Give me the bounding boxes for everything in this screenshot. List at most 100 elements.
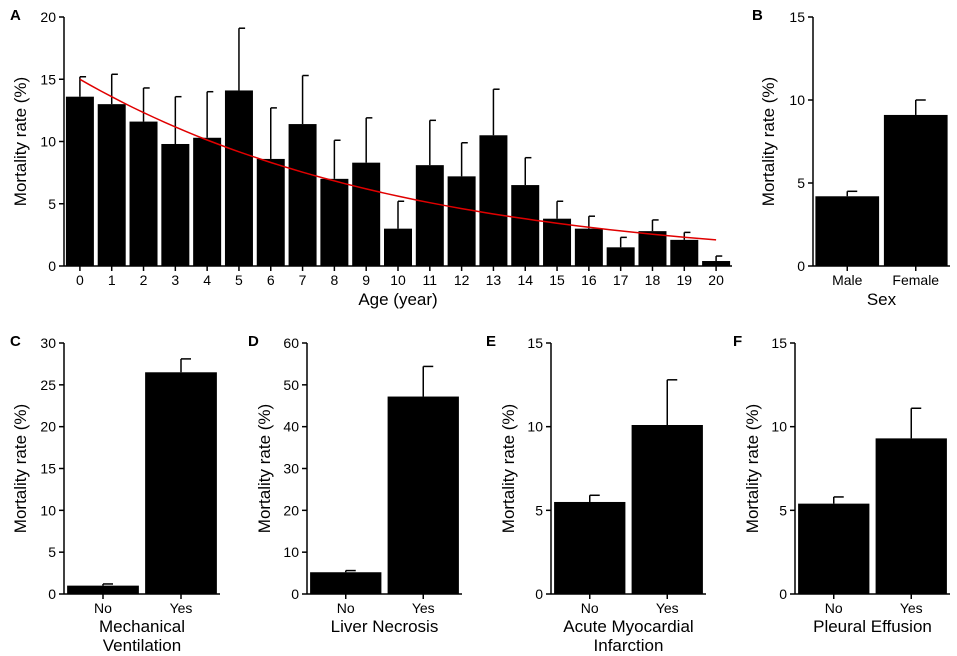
y-tick-label: 15 (40, 461, 56, 477)
bar-a-10 (384, 228, 412, 266)
bar-a-16 (574, 228, 603, 266)
x-tick-label: 0 (76, 272, 84, 288)
panel-label: D (248, 333, 259, 350)
x-tick-label: 6 (267, 272, 275, 288)
x-tick-label: 2 (140, 272, 148, 288)
bar-a-15 (543, 218, 572, 266)
bar-a-20 (702, 261, 731, 266)
bar-a-9 (352, 162, 381, 266)
bar-a-8 (320, 178, 349, 266)
x-tick-label: 14 (517, 272, 533, 288)
y-tick-label: 10 (40, 502, 56, 518)
bar-d-no (310, 572, 382, 594)
y-tick-label: 30 (40, 335, 56, 351)
y-tick-label: 15 (40, 71, 56, 87)
x-tick-label: No (825, 600, 843, 616)
y-tick-label: 10 (283, 544, 299, 560)
x-axis-title: Age (year) (358, 290, 437, 309)
x-axis-title: Sex (867, 290, 897, 309)
panel-label: A (10, 7, 21, 24)
panel-label: C (10, 333, 21, 350)
x-tick-label: 13 (486, 272, 502, 288)
x-tick-label: Yes (170, 600, 193, 616)
x-tick-label: 7 (299, 272, 307, 288)
y-tick-label: 15 (789, 9, 805, 25)
x-tick-label: 18 (645, 272, 661, 288)
x-axis-title: Ventilation (103, 636, 181, 655)
x-tick-label: 19 (676, 272, 692, 288)
bar-a-18 (638, 231, 667, 266)
bar-a-12 (447, 176, 476, 266)
bar-a-14 (511, 185, 540, 266)
y-axis-title: Mortality rate (%) (255, 404, 274, 533)
x-tick-label: 8 (330, 272, 338, 288)
y-axis-title: Mortality rate (%) (11, 404, 30, 533)
x-tick-label: 12 (454, 272, 470, 288)
x-tick-label: 16 (581, 272, 597, 288)
y-tick-label: 10 (527, 419, 543, 435)
y-tick-label: 40 (283, 419, 299, 435)
bar-f-yes (875, 438, 947, 594)
bar-a-2 (129, 121, 158, 266)
y-tick-label: 10 (40, 134, 56, 150)
y-axis-title: Mortality rate (%) (759, 77, 778, 206)
y-tick-label: 10 (771, 419, 787, 435)
bar-d-yes (387, 396, 459, 594)
x-axis-title: Acute Myocardial (563, 617, 693, 636)
x-tick-label: Yes (656, 600, 679, 616)
y-tick-label: 25 (40, 377, 56, 393)
y-tick-label: 5 (48, 196, 56, 212)
y-tick-label: 60 (283, 335, 299, 351)
panel-label: B (752, 7, 763, 24)
bar-a-5 (224, 90, 253, 266)
panel-e: E 0 5 10 15 No Yes Mortality rate (%) Acute Myoc… (486, 333, 706, 655)
bar-f-no (798, 503, 870, 594)
y-tick-label: 20 (40, 9, 56, 25)
bar-a-1 (97, 104, 126, 267)
panel-label: E (486, 333, 496, 350)
y-tick-label: 5 (779, 502, 787, 518)
panel-d: D 0 10 20 30 40 50 60 No Yes Mortality rate (%) Liv… (248, 333, 462, 636)
y-axis-title: Mortality rate (%) (11, 77, 30, 206)
bar-e-yes (631, 424, 703, 594)
bar-c-yes (145, 372, 217, 594)
bar-c-no (67, 585, 139, 594)
x-tick-label: 3 (171, 272, 179, 288)
bar-a-0 (65, 96, 94, 267)
bar-a-6 (256, 158, 285, 266)
bar-a-13 (479, 135, 508, 266)
x-axis-title: Infarction (594, 636, 664, 655)
bar-a-7 (288, 124, 317, 266)
bar-a-19 (670, 239, 699, 266)
x-tick-label: 1 (108, 272, 116, 288)
x-axis-title: Pleural Effusion (813, 617, 932, 636)
y-tick-label: 15 (771, 335, 787, 351)
y-axis-title: Mortality rate (%) (499, 404, 518, 533)
y-tick-label: 30 (283, 461, 299, 477)
bar-a-17 (606, 247, 635, 266)
y-tick-label: 0 (797, 258, 805, 274)
y-tick-label: 50 (283, 377, 299, 393)
panel-b: B 0 5 10 15 Male Female Mortality rate (%) Sex (752, 7, 950, 309)
x-axis-title: Liver Necrosis (331, 617, 439, 636)
x-tick-label: 17 (613, 272, 629, 288)
y-tick-label: 5 (535, 502, 543, 518)
x-tick-label: No (337, 600, 355, 616)
fit-curve (79, 78, 717, 241)
bar-b-male (815, 196, 880, 266)
y-axis-title: Mortality rate (%) (743, 404, 762, 533)
x-tick-label: 10 (390, 272, 406, 288)
x-tick-label: Female (892, 272, 939, 288)
x-tick-label: Yes (412, 600, 435, 616)
bar-a-11 (415, 165, 444, 266)
bar-a-4 (193, 137, 222, 266)
y-tick-label: 5 (797, 175, 805, 191)
x-tick-label: 11 (423, 272, 438, 288)
y-tick-label: 15 (527, 335, 543, 351)
y-tick-label: 0 (535, 586, 543, 602)
panel-c: C 0 5 10 15 20 25 30 No Yes Mortality rate (%) Mech… (10, 333, 220, 655)
x-tick-label: 4 (203, 272, 211, 288)
x-tick-label: Male (832, 272, 863, 288)
